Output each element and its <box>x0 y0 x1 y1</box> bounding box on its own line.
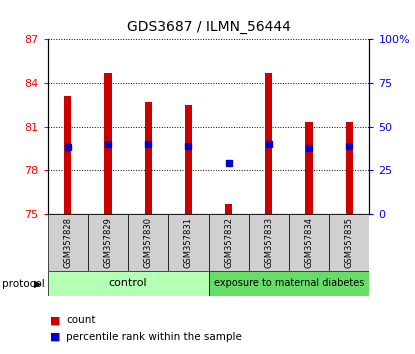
Bar <box>209 214 249 271</box>
Bar <box>209 271 369 296</box>
Bar <box>48 271 209 296</box>
Text: count: count <box>66 315 96 325</box>
Bar <box>48 214 88 271</box>
Text: GSM357833: GSM357833 <box>264 217 273 268</box>
Text: GSM357832: GSM357832 <box>224 217 233 268</box>
Bar <box>225 204 232 214</box>
Text: ▶: ▶ <box>34 279 42 289</box>
Text: percentile rank within the sample: percentile rank within the sample <box>66 332 242 342</box>
Text: protocol: protocol <box>2 279 45 289</box>
Bar <box>88 214 128 271</box>
Bar <box>249 214 289 271</box>
Text: GSM357831: GSM357831 <box>184 217 193 268</box>
Text: ■: ■ <box>50 332 60 342</box>
Bar <box>289 214 329 271</box>
Text: GSM357835: GSM357835 <box>345 217 354 268</box>
Bar <box>64 96 71 214</box>
Text: GSM357828: GSM357828 <box>63 217 72 268</box>
Bar <box>185 105 192 214</box>
Bar <box>105 73 112 214</box>
Text: exposure to maternal diabetes: exposure to maternal diabetes <box>214 278 364 288</box>
Bar <box>265 73 273 214</box>
Bar <box>329 214 369 271</box>
Bar <box>128 214 168 271</box>
Bar <box>305 122 312 214</box>
Bar <box>144 102 152 214</box>
Text: ■: ■ <box>50 315 60 325</box>
Text: GSM357829: GSM357829 <box>103 217 112 268</box>
Text: control: control <box>109 278 147 288</box>
Bar <box>346 122 353 214</box>
Title: GDS3687 / ILMN_56444: GDS3687 / ILMN_56444 <box>127 20 290 34</box>
Bar <box>168 214 209 271</box>
Text: GSM357834: GSM357834 <box>305 217 314 268</box>
Text: GSM357830: GSM357830 <box>144 217 153 268</box>
